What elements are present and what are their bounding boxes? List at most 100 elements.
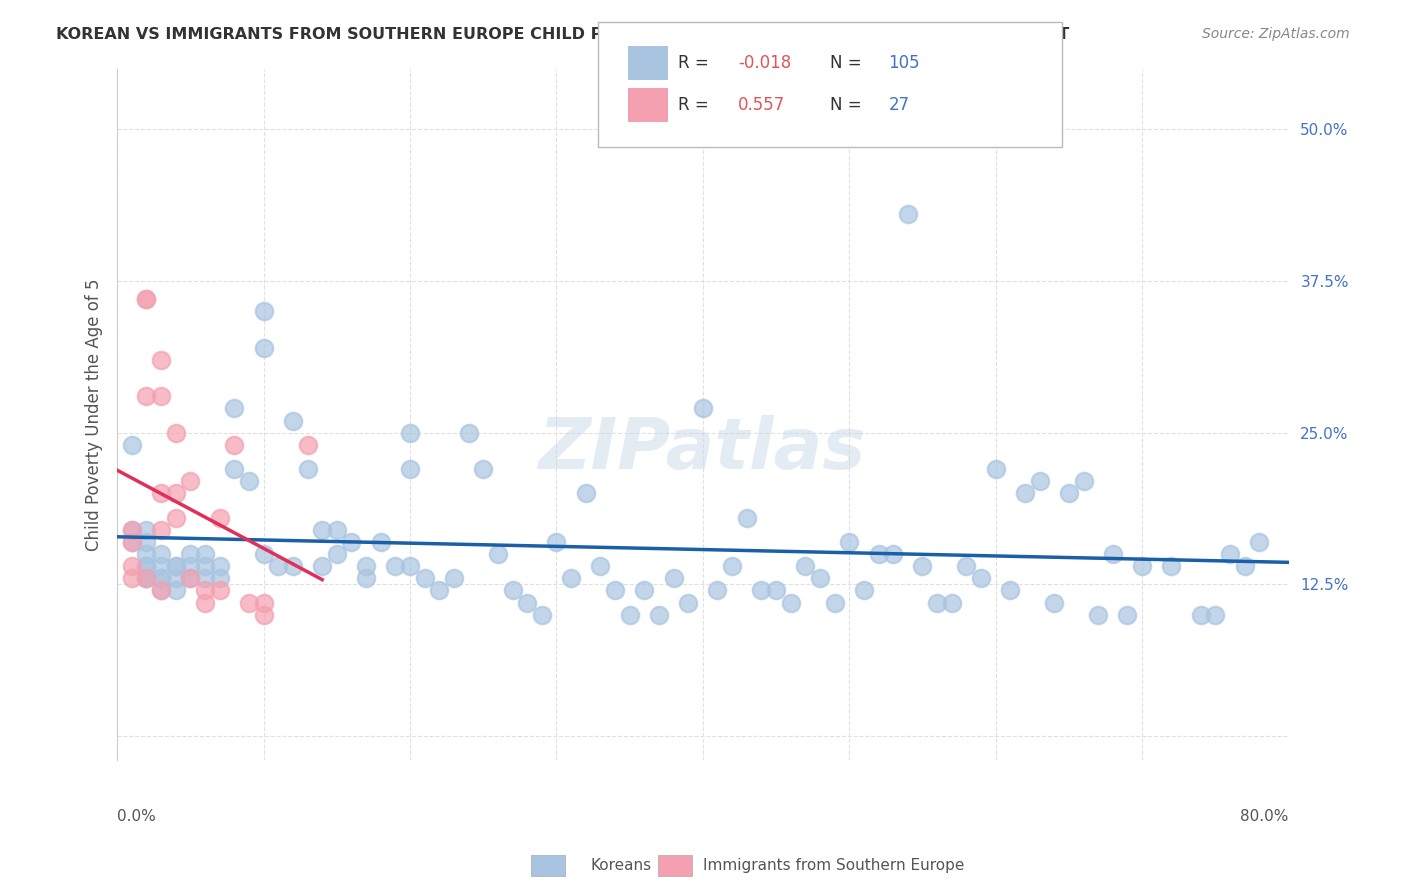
Point: [1130, 559, 1153, 574]
Point: [150, 583, 173, 598]
Point: [165, 583, 187, 598]
Point: [150, 486, 173, 500]
Point: [150, 571, 173, 585]
Point: [150, 352, 173, 367]
Point: [1204, 607, 1226, 622]
Point: [121, 523, 143, 537]
Point: [427, 583, 450, 598]
Point: [135, 389, 157, 403]
Point: [238, 596, 260, 610]
Point: [1073, 474, 1095, 488]
Point: [794, 559, 817, 574]
Point: [603, 583, 626, 598]
Point: [224, 401, 246, 416]
Point: [179, 559, 201, 574]
Point: [135, 292, 157, 306]
Point: [911, 559, 934, 574]
Point: [150, 571, 173, 585]
Point: [311, 523, 333, 537]
Point: [135, 523, 157, 537]
Point: [252, 607, 274, 622]
Text: 0.557: 0.557: [738, 96, 786, 114]
Point: [882, 547, 904, 561]
Point: [662, 571, 685, 585]
Point: [765, 583, 787, 598]
Point: [135, 559, 157, 574]
Point: [208, 583, 231, 598]
Point: [252, 596, 274, 610]
Point: [1057, 486, 1080, 500]
Point: [486, 547, 509, 561]
Point: [530, 607, 553, 622]
Point: [1087, 607, 1109, 622]
Point: [135, 571, 157, 585]
Point: [779, 596, 801, 610]
Point: [575, 486, 598, 500]
Point: [194, 547, 217, 561]
Point: [194, 559, 217, 574]
Point: [150, 547, 173, 561]
Point: [384, 559, 406, 574]
Point: [399, 425, 422, 440]
Point: [1160, 559, 1182, 574]
Point: [267, 559, 290, 574]
Point: [179, 571, 201, 585]
Point: [941, 596, 963, 610]
Point: [224, 462, 246, 476]
Point: [179, 571, 201, 585]
Point: [692, 401, 714, 416]
Text: Source: ZipAtlas.com: Source: ZipAtlas.com: [1202, 27, 1350, 41]
Point: [165, 510, 187, 524]
Point: [238, 474, 260, 488]
Point: [852, 583, 875, 598]
Point: [516, 596, 538, 610]
Point: [135, 559, 157, 574]
Point: [370, 535, 392, 549]
Point: [354, 571, 377, 585]
Point: [252, 341, 274, 355]
Point: [326, 547, 349, 561]
Point: [457, 425, 479, 440]
Point: [560, 571, 582, 585]
Point: [281, 559, 304, 574]
Text: R =: R =: [678, 96, 718, 114]
Text: 80.0%: 80.0%: [1240, 809, 1288, 824]
Point: [135, 292, 157, 306]
Point: [194, 596, 217, 610]
Point: [165, 559, 187, 574]
Point: [121, 535, 143, 549]
Text: N =: N =: [830, 96, 866, 114]
Point: [443, 571, 465, 585]
Point: [297, 462, 319, 476]
Point: [121, 535, 143, 549]
Point: [194, 571, 217, 585]
Point: [984, 462, 1007, 476]
Point: [135, 547, 157, 561]
Point: [751, 583, 773, 598]
Point: [179, 547, 201, 561]
Point: [165, 425, 187, 440]
Point: [868, 547, 890, 561]
Point: [633, 583, 655, 598]
Point: [472, 462, 495, 476]
Point: [326, 523, 349, 537]
Point: [735, 510, 758, 524]
Point: [135, 535, 157, 549]
Point: [165, 571, 187, 585]
Point: [281, 413, 304, 427]
Point: [1043, 596, 1066, 610]
Point: [121, 559, 143, 574]
Point: [252, 547, 274, 561]
Point: [165, 559, 187, 574]
Point: [121, 523, 143, 537]
Point: [135, 571, 157, 585]
Point: [340, 535, 363, 549]
Point: [1101, 547, 1123, 561]
Point: [648, 607, 671, 622]
Point: [1219, 547, 1241, 561]
Text: -0.018: -0.018: [738, 54, 792, 72]
Point: [824, 596, 846, 610]
Point: [927, 596, 949, 610]
Point: [502, 583, 524, 598]
Point: [399, 462, 422, 476]
